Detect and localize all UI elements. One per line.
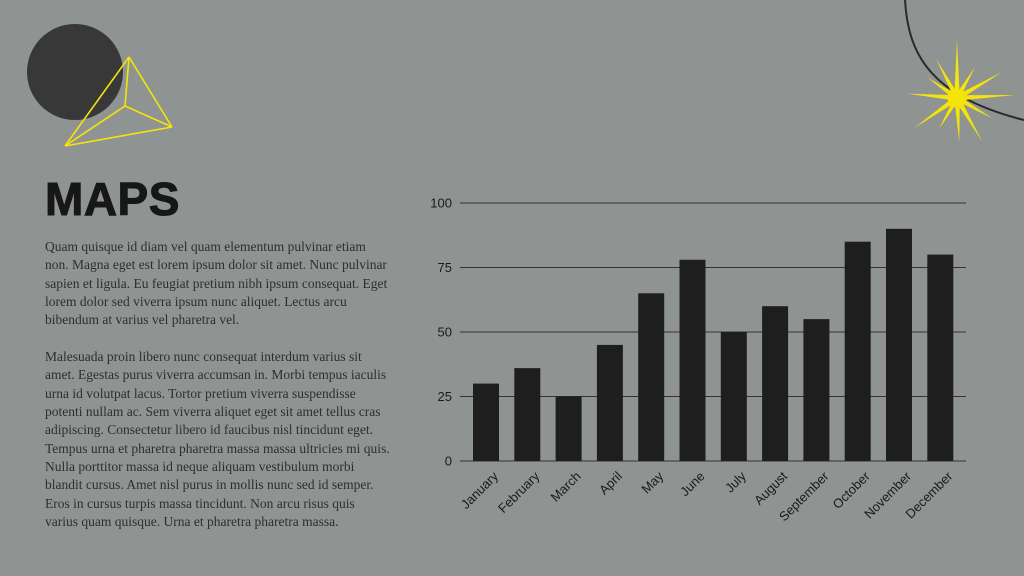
- bar-november: [886, 228, 912, 461]
- bar-december: [927, 254, 954, 461]
- bar-april: [596, 344, 623, 461]
- bar-january: [473, 383, 499, 461]
- bar-september: [803, 319, 830, 461]
- circle-shape: [27, 24, 123, 120]
- paragraph-2: Malesuada proin libero nunc consequat in…: [45, 348, 390, 530]
- y-tick-label: 25: [438, 389, 452, 404]
- bar-chart: 0 25 50 75 100 January February March April May Ju…: [420, 190, 1020, 550]
- y-tick-label: 0: [445, 454, 452, 469]
- text-column: MAPS Quam quisque id diam vel quam eleme…: [45, 176, 390, 549]
- bar-may: [638, 293, 665, 461]
- x-tick-label: April: [596, 468, 625, 497]
- y-tick-label: 50: [438, 325, 452, 340]
- x-tick-label: July: [722, 468, 749, 495]
- body-text: Quam quisque id diam vel quam elementum …: [45, 238, 390, 531]
- x-tick-label: February: [495, 468, 543, 516]
- starburst-icon: [907, 40, 1015, 142]
- corner-curve-line: [904, 0, 1024, 121]
- bar-june: [679, 259, 706, 461]
- starburst-decoration: [904, 0, 1024, 142]
- bar-february: [514, 368, 541, 461]
- x-tick-label: March: [548, 469, 584, 505]
- bar-july: [720, 332, 747, 461]
- x-tick-label: June: [677, 469, 708, 500]
- x-tick-label: August: [751, 468, 790, 507]
- paragraph-1: Quam quisque id diam vel quam elementum …: [45, 239, 388, 328]
- bar-october: [844, 241, 871, 461]
- bar-march: [555, 396, 582, 461]
- page-title: MAPS: [45, 173, 180, 225]
- circle-triangle-decoration: [27, 24, 173, 147]
- y-tick-label: 100: [430, 196, 452, 211]
- y-tick-label: 75: [438, 260, 452, 275]
- bar-august: [762, 306, 789, 461]
- x-tick-label: May: [638, 468, 666, 496]
- tetrahedron-wireframe-icon: [64, 56, 173, 147]
